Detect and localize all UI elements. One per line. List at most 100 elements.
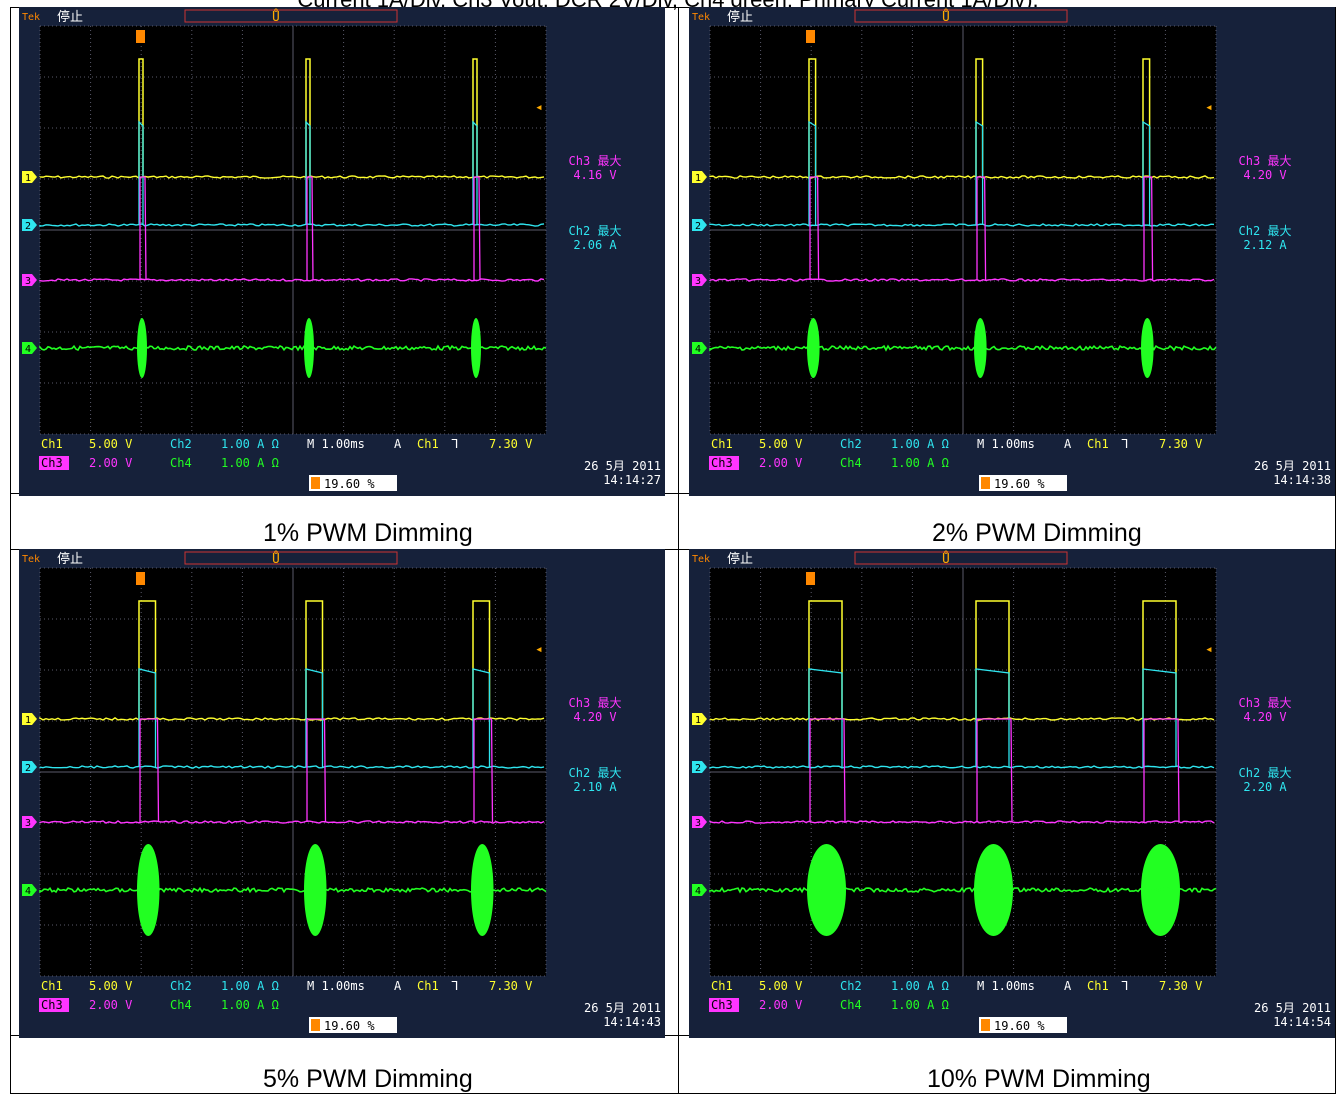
scope-display: Tek 停止 Ů ◂ 1 2 3 4 Ch3 最大4.20 V Ch2 最大2.12 A Ch1 5.… [689,7,1335,496]
run-indicator-icon: Tek [692,554,710,565]
capture-time: 14:14:43 [603,1015,661,1029]
channel-1-marker-label: 1 [695,715,701,726]
ch4-trace [39,344,547,352]
ch4-scale: 1.00 A Ω [221,998,279,1012]
scope-display: Tek 停止 Ů ◂ 1 2 3 4 Ch3 最大4.20 V Ch2 最大2.10 A Ch1 5.… [19,549,665,1038]
timebase-readout: M 1.00ms [307,979,365,993]
ch2-pulse [138,120,144,225]
capture-date: 26 5月 2011 [584,459,661,473]
trigger-mode: A [1064,979,1072,993]
capture-time: 14:14:38 [1273,473,1331,487]
ch1-trace [39,175,545,179]
ch3-pulse [976,176,987,281]
channel-3-marker-label: 3 [695,276,701,287]
ch3-scale: 2.00 V [759,998,802,1012]
ch1-trace [39,716,545,721]
scope-screenshot-4: Tek 停止 Ů ◂ 1 2 3 4 Ch3 最大 4.20 V Ch2 最大 2.20 A Ch1 5.… [689,549,1335,1038]
ch4-trace [709,886,1217,894]
ch3-label: Ch3 [41,998,63,1012]
ch1-label: Ch1 [41,979,63,993]
ch3-pulse [809,718,846,823]
ch4-trace [709,344,1217,352]
ch2-pulse [305,668,324,767]
trigger-slope-icon: ᒣ [451,979,458,993]
ch2-pulse [138,668,157,767]
channel-2-marker-label: 2 [25,763,31,774]
trigger-slope-icon: ᒣ [1121,979,1128,993]
ch2-max-value: 2.20 A [1243,780,1287,794]
trigger-position-box [979,1017,1067,1033]
ch4-burst [137,318,147,378]
trigger-position-icon [981,477,990,489]
caption-3: 5% PWM Dimming [263,1065,473,1093]
ch3-pulse [976,718,1013,823]
trigger-source: Ch1 [1087,979,1109,993]
ch4-burst [974,844,1013,936]
ch2-pulse [472,120,478,225]
status-text: 停止 [727,551,753,567]
channel-3-marker [22,816,37,828]
timebase-readout: M 1.00ms [977,979,1035,993]
run-indicator-icon: Tek [22,554,40,565]
record-bar [854,551,1068,565]
trigger-slope-icon: ᒣ [451,437,458,451]
ch3-scale: 2.00 V [89,998,132,1012]
ch2-scale: 1.00 A Ω [891,437,949,451]
trigger-level: 7.30 V [489,979,532,993]
channel-2-marker-label: 2 [695,763,701,774]
trigger-position-value: 19.60 % [324,1019,375,1033]
trigger-marker-icon [806,572,815,585]
trigger-position-box [979,475,1067,491]
ch1-scale: 5.00 V [759,979,802,993]
ch2-pulse [305,120,311,225]
ch1-label: Ch1 [41,437,63,451]
trigger-level: 7.30 V [1159,979,1202,993]
ch1-scale: 5.00 V [759,437,802,451]
caption-2: 2% PWM Dimming [932,519,1142,547]
ch4-label: Ch4 [170,456,192,470]
trigger-level: 7.30 V [1159,437,1202,451]
ch2-pulse [472,668,491,767]
channel-4-marker-label: 4 [25,344,31,355]
channel-2-marker [22,219,37,231]
channel-1-marker [22,713,37,725]
channel-2-marker-label: 2 [695,221,701,232]
trigger-position-box [309,475,397,491]
status-text: 停止 [57,9,83,25]
ch3-label-bg [709,998,739,1012]
channel-1-marker [692,171,707,183]
trigger-level-icon: ◂ [1205,642,1213,657]
ch1-label: Ch1 [711,437,733,451]
channel-3-marker [22,274,37,286]
ch3-trace [39,278,545,282]
ch1-pulse [975,58,984,177]
ch3-label-bg [709,456,739,470]
ch3-pulse [139,176,147,281]
ch2-label: Ch2 [840,979,862,993]
ch3-max-label: Ch3 最大 [1239,154,1292,168]
ch1-pulse [808,58,817,177]
trigger-position-box [309,1017,397,1033]
trigger-marker-icon [136,30,145,43]
ch1-label: Ch1 [711,979,733,993]
ch1-pulse [975,600,1010,719]
scope-screenshot-1: Tek 停止 Ů ◂ 1 2 3 4 Ch3 最大 4.16 V Ch2 最大 2.06 A Ch1 5.… [19,7,665,496]
status-text: 停止 [57,551,83,567]
ch2-pulse [975,120,984,225]
ch4-scale: 1.00 A Ω [891,456,949,470]
caption-4: 10% PWM Dimming [927,1065,1151,1093]
ch3-pulse [306,718,327,823]
ch2-pulse [1142,120,1151,225]
ch3-trace [39,820,545,824]
scope-screenshot-2: Tek 停止 Ů ◂ 1 2 3 4 Ch3 最大 4.20 V Ch2 最大 2.12 A Ch1 5.… [689,7,1335,496]
ch4-burst [974,318,987,378]
ch3-pulse [306,176,314,281]
ch4-label: Ch4 [170,998,192,1012]
ch3-label-bg [39,998,69,1012]
ch2-trace [709,223,1215,227]
ch1-pulse [138,58,144,177]
ch3-label: Ch3 [711,456,733,470]
trigger-source: Ch1 [417,979,439,993]
trigger-position-icon: Ů [272,9,280,25]
channel-1-marker-label: 1 [25,715,31,726]
